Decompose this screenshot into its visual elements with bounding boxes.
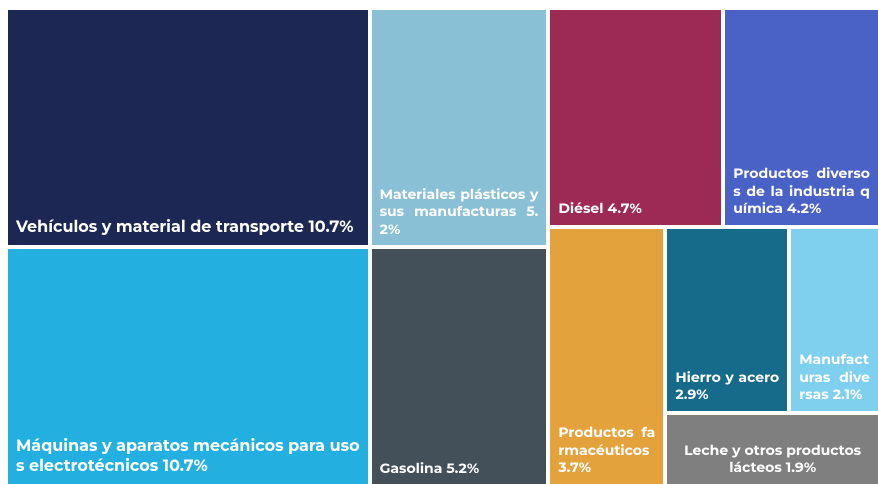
- category-name: Gasolina: [379, 458, 443, 477]
- treemap-cell: Leche y otros productos lácteos 1.9%: [667, 414, 878, 484]
- cell-label: Productos diversos de la industria quími…: [725, 164, 878, 225]
- cell-label: Diésel 4.7%: [550, 199, 721, 225]
- cell-label: Máquinas y aparatos mecánicos para usos …: [8, 437, 368, 484]
- cell-label: Gasolina 5.2%: [372, 458, 547, 484]
- category-name: Leche y otros productos lácteos: [684, 440, 862, 477]
- category-name: Productos farmacéuticos: [558, 423, 656, 459]
- value-label: 2.9%: [675, 385, 709, 404]
- treemap-cell: Manufacturas diversas 2.1%: [791, 228, 878, 411]
- value-label: 1.9%: [785, 458, 817, 477]
- treemap-cell: Productos diversos de la industria quími…: [725, 10, 878, 225]
- treemap-cell: Vehículos y material de transporte 10.7%: [8, 10, 368, 245]
- cell-label: Manufacturas diversas 2.1%: [791, 350, 878, 411]
- category-name: Productos diversos de la industria quími…: [733, 164, 870, 217]
- cell-label: Vehículos y material de transporte 10.7%: [8, 218, 368, 245]
- value-label: 10.7%: [162, 457, 208, 476]
- category-name: Materiales plásticos y sus manufacturas: [379, 184, 539, 220]
- treemap-cell: Diésel 4.7%: [550, 10, 722, 225]
- value-label: 3.7%: [558, 458, 592, 477]
- cell-label: Hierro y acero 2.9%: [667, 367, 787, 411]
- value-label: 5.2%: [379, 202, 539, 238]
- treemap-cell: Productos farmacéuticos 3.7%: [550, 228, 664, 484]
- value-label: 5.2%: [446, 458, 480, 477]
- value-label: 2.1%: [832, 385, 863, 404]
- treemap-cell: Hierro y acero 2.9%: [667, 228, 788, 411]
- category-name: Diésel: [558, 199, 604, 217]
- category-name: Máquinas y aparatos mecánicos para usos …: [16, 437, 360, 476]
- value-label: 10.7%: [308, 218, 354, 237]
- cell-label: Materiales plásticos y sus manufacturas …: [372, 184, 547, 246]
- category-name: Manufacturas diversas: [799, 350, 870, 404]
- cell-label: Productos farmacéuticos 3.7%: [550, 424, 663, 484]
- value-label: 4.7%: [607, 199, 642, 217]
- treemap-cell: Materiales plásticos y sus manufacturas …: [371, 10, 547, 246]
- treemap-cell: Gasolina 5.2%: [371, 249, 547, 484]
- cell-label: Leche y otros productos lácteos 1.9%: [667, 440, 878, 484]
- category-name: Vehículos y material de transporte: [16, 218, 304, 237]
- treemap-cell: Máquinas y aparatos mecánicos para usos …: [8, 249, 368, 484]
- value-label: 4.2%: [786, 199, 822, 217]
- category-name: Hierro y acero: [675, 367, 780, 386]
